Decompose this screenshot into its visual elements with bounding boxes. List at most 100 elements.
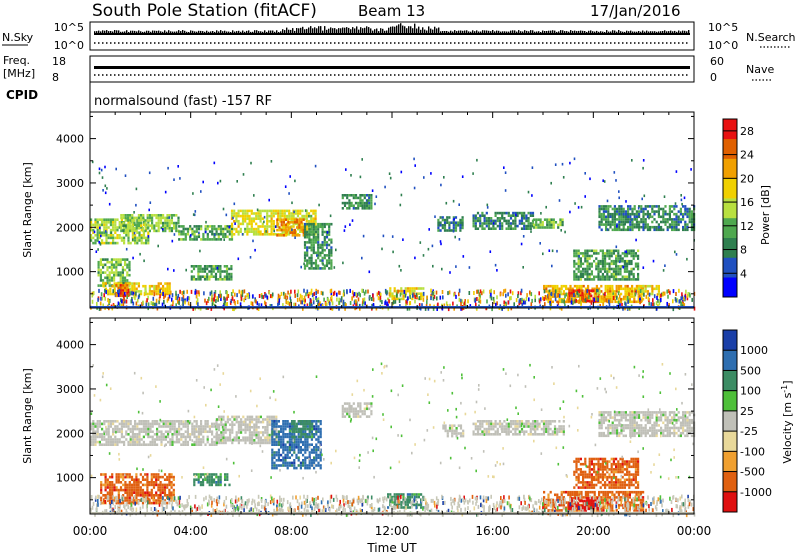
data-cell (164, 425, 167, 428)
nsky-spike (262, 31, 264, 33)
scatter-point (606, 289, 609, 294)
data-cell (151, 284, 154, 288)
data-cell (230, 222, 234, 226)
data-cell (604, 284, 607, 288)
data-cell (653, 212, 656, 216)
nsky-spike (200, 30, 202, 33)
data-cell (459, 229, 462, 232)
data-cell (145, 241, 148, 245)
data-cell (142, 231, 145, 234)
data-cell (273, 461, 276, 465)
data-cell (123, 420, 126, 423)
data-cell (90, 443, 93, 446)
data-cell (302, 443, 305, 446)
nsky-spike (120, 31, 122, 33)
scatter-point (531, 194, 533, 197)
data-cell (545, 290, 548, 293)
data-cell (241, 212, 245, 215)
scatter-point (686, 296, 689, 301)
data-cell (304, 461, 307, 465)
data-cell (148, 287, 151, 291)
data-cell (116, 438, 119, 441)
data-cell (459, 224, 462, 227)
data-cell (529, 214, 532, 217)
data-cell (92, 425, 95, 428)
data-cell (197, 435, 200, 439)
scatter-point (171, 293, 174, 298)
velocity-heatmap (90, 362, 696, 518)
data-cell (124, 286, 127, 290)
data-cell (616, 210, 619, 213)
data-cell (271, 440, 274, 444)
data-cell (250, 209, 253, 213)
data-cell (103, 228, 106, 232)
nsky-spike (450, 30, 452, 33)
data-cell (684, 210, 687, 213)
scatter-point (343, 229, 346, 232)
data-cell (105, 239, 108, 242)
data-cell (501, 222, 504, 225)
data-cell (293, 218, 296, 221)
data-cell (352, 204, 355, 207)
scatter-point (214, 290, 217, 294)
data-cell (275, 418, 278, 421)
data-cell (306, 264, 309, 268)
data-cell (162, 435, 165, 439)
data-cell (131, 236, 134, 240)
data-cell (437, 218, 440, 222)
data-cell (317, 241, 320, 244)
data-cell (628, 262, 631, 266)
data-cell (590, 265, 593, 268)
data-cell (177, 216, 180, 220)
data-cell (283, 212, 286, 215)
data-cell (668, 205, 671, 208)
scatter-point (603, 180, 606, 183)
nsky-spike (638, 31, 640, 33)
nsky-spike (298, 28, 300, 33)
data-cell (162, 438, 165, 441)
data-cell (270, 220, 273, 223)
data-cell (420, 295, 423, 298)
data-cell (605, 218, 608, 221)
data-cell (285, 223, 288, 227)
data-cell (129, 224, 132, 227)
nsky-spike (216, 30, 218, 33)
data-cell (317, 254, 320, 257)
data-cell (195, 230, 198, 233)
data-cell (241, 209, 245, 213)
data-cell (116, 218, 119, 221)
data-cell (184, 422, 187, 426)
nsky-spike (670, 30, 672, 33)
data-cell (454, 229, 458, 232)
data-cell (128, 263, 131, 267)
data-cell (310, 254, 313, 257)
data-cell (646, 290, 649, 293)
data-cell (271, 456, 274, 459)
nsky-spike (378, 31, 380, 33)
scatter-point (351, 219, 354, 222)
data-cell (173, 433, 176, 436)
data-cell (173, 422, 176, 426)
nsky-spike (628, 31, 630, 33)
data-cell (657, 223, 660, 226)
scatter-point (177, 165, 179, 168)
data-cell (302, 234, 305, 237)
scatter-point (171, 297, 173, 302)
data-cell (121, 286, 124, 290)
data-cell (310, 264, 313, 268)
data-cell (323, 230, 326, 234)
scatter-point (608, 303, 611, 308)
data-cell (225, 278, 229, 281)
data-cell (359, 204, 362, 207)
data-cell (259, 230, 262, 233)
data-cell (370, 199, 373, 202)
data-cell (197, 430, 200, 433)
data-cell (189, 235, 192, 239)
data-cell (251, 418, 254, 421)
data-cell (293, 440, 296, 444)
data-cell (237, 233, 240, 236)
data-cell (266, 212, 269, 215)
scatter-point (517, 291, 520, 296)
data-cell (263, 233, 267, 236)
data-cell (630, 252, 633, 255)
